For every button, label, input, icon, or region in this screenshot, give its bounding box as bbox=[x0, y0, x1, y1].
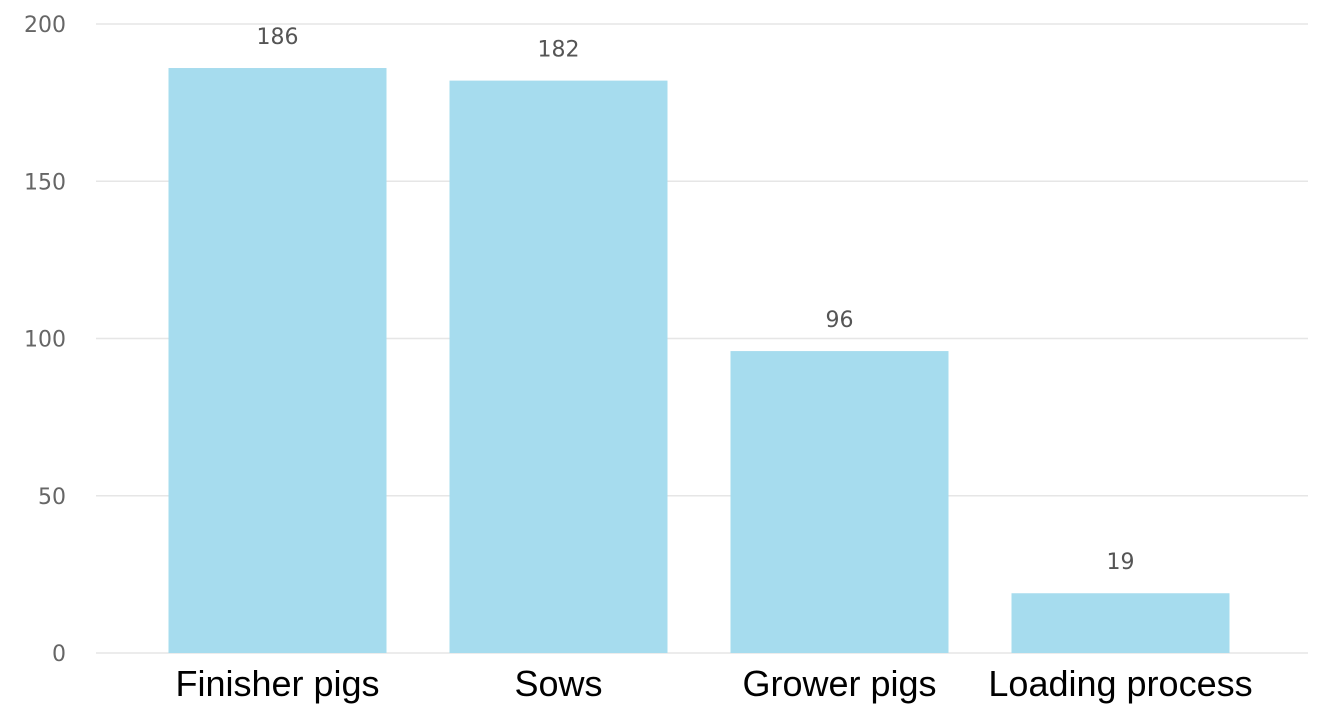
y-axis-ticks: 0 50 100 150 200 bbox=[24, 13, 66, 667]
data-label: 186 bbox=[257, 25, 299, 50]
bar bbox=[449, 80, 668, 654]
y-tick-label: 150 bbox=[24, 170, 66, 195]
x-category-label: Loading process bbox=[988, 663, 1252, 704]
data-label: 19 bbox=[1107, 550, 1135, 575]
y-tick-label: 200 bbox=[24, 13, 66, 38]
y-tick-label: 0 bbox=[52, 642, 66, 667]
y-tick-label: 50 bbox=[38, 485, 66, 510]
y-tick-label: 100 bbox=[24, 328, 66, 353]
bars bbox=[168, 68, 1230, 654]
x-axis-categories: Finisher pigs Sows Grower pigs Loading proc… bbox=[175, 663, 1252, 704]
x-category-label: Grower pigs bbox=[742, 663, 936, 704]
bar bbox=[730, 351, 949, 653]
data-label: 96 bbox=[826, 308, 854, 333]
data-labels: 186 182 96 19 bbox=[257, 25, 1135, 575]
data-label: 182 bbox=[538, 38, 580, 63]
x-category-label: Finisher pigs bbox=[175, 663, 379, 704]
x-category-label: Sows bbox=[514, 663, 602, 704]
bar bbox=[168, 68, 387, 653]
bar bbox=[1011, 593, 1230, 653]
